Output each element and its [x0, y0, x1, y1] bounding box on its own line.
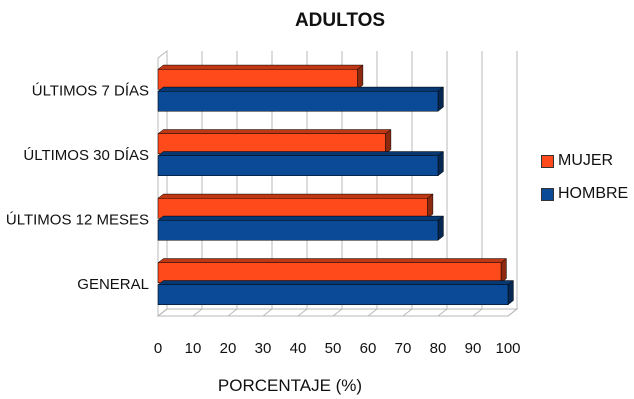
- bar-top-mujer-2: [157, 193, 434, 199]
- x-tick-label-0: 0: [154, 340, 162, 357]
- bar-mujer-3: [157, 262, 502, 283]
- floor-gridline-50: [332, 308, 343, 317]
- bar-hombre-2: [157, 220, 439, 241]
- x-axis-label: PORCENTAJE (%): [217, 376, 363, 395]
- bar-top-hombre-0: [157, 86, 445, 92]
- bar-top-mujer-1: [157, 129, 392, 134]
- bar-end-mujer-2: [427, 193, 434, 219]
- legend-item-hombre: HOMBRE: [541, 183, 628, 205]
- floor-gridline-80: [437, 308, 448, 317]
- x-tick-label-20: 20: [220, 340, 237, 357]
- x-tick-label-70: 70: [395, 340, 412, 357]
- floor-gridline-10: [192, 308, 203, 317]
- x-tick-label-10: 10: [185, 340, 202, 357]
- bar-mujer-2: [157, 198, 428, 219]
- x-tick-label-30: 30: [255, 340, 272, 357]
- legend: MUJER HOMBRE: [541, 150, 628, 216]
- bar-end-hombre-0: [437, 86, 444, 112]
- x-tick-label-90: 90: [465, 340, 482, 357]
- floor-gridline-60: [367, 308, 378, 317]
- bar-hombre-1: [157, 155, 439, 176]
- bar-hombre-0: [157, 91, 439, 112]
- bar-top-mujer-3: [157, 258, 508, 263]
- floor: [156, 308, 519, 317]
- legend-swatch-hombre: [541, 187, 554, 201]
- floor-gridline-20: [227, 308, 238, 317]
- floor-gridline-30: [262, 308, 273, 317]
- x-tick-label-40: 40: [290, 340, 307, 357]
- chart-title: ADULTOS: [294, 10, 386, 31]
- bar-mujer-0: [157, 69, 358, 90]
- category-label-3: GENERAL: [77, 276, 149, 293]
- category-label-2: ÚLTIMOS 12 MESES: [6, 211, 149, 228]
- legend-label-mujer: MUJER: [558, 152, 614, 169]
- legend-label-hombre: HOMBRE: [558, 185, 629, 202]
- x-tick-label-50: 50: [325, 340, 342, 357]
- x-tick-label-60: 60: [360, 340, 377, 357]
- bar-top-mujer-0: [157, 64, 364, 70]
- category-label-0: ÚLTIMOS 7 DÍAS: [32, 82, 149, 99]
- bar-end-mujer-1: [385, 129, 392, 155]
- bar-end-mujer-3: [500, 258, 507, 284]
- bar-end-hombre-3: [507, 280, 514, 306]
- category-label-1: ÚLTIMOS 30 DÍAS: [23, 147, 149, 164]
- legend-item-mujer: MUJER: [541, 150, 628, 172]
- bar-mujer-1: [157, 133, 386, 154]
- bar-top-hombre-1: [157, 151, 445, 156]
- floor-gridline-70: [402, 308, 413, 317]
- bar-end-mujer-0: [357, 64, 364, 90]
- floor-gridline-40: [297, 308, 308, 317]
- bar-top-hombre-2: [157, 215, 445, 221]
- legend-swatch-mujer: [541, 154, 554, 168]
- bar-end-hombre-1: [437, 151, 444, 177]
- x-tick-label-80: 80: [430, 340, 447, 357]
- bar-top-hombre-3: [157, 280, 515, 285]
- bar-hombre-3: [157, 284, 509, 305]
- floor-gridline-90: [472, 308, 483, 317]
- bar-end-hombre-2: [437, 215, 444, 241]
- x-tick-label-100: 100: [495, 340, 520, 357]
